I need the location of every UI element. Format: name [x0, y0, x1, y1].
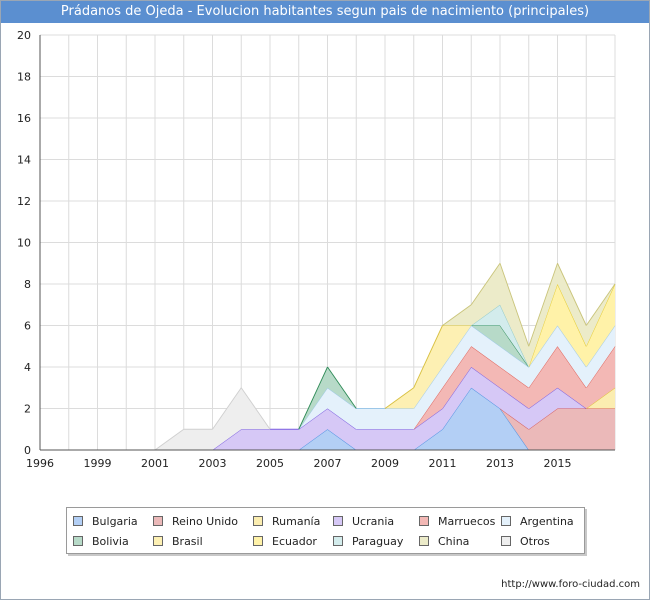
legend-label: Bulgaria	[92, 515, 138, 528]
legend-label: Marruecos	[438, 515, 496, 528]
x-tick-label: 2001	[141, 457, 169, 470]
edge-china	[470, 262, 501, 306]
x-tick-label: 2015	[544, 457, 572, 470]
legend-swatch	[73, 536, 83, 546]
edge-china	[499, 263, 530, 347]
y-tick-label: 0	[24, 444, 31, 457]
legend-label: Ecuador	[272, 535, 317, 548]
legend-item-rumanía: Rumanía	[253, 515, 320, 529]
edge-china	[557, 263, 587, 326]
edge-brasil	[413, 325, 443, 388]
x-tick-label: 1996	[26, 457, 54, 470]
area-reino-unido	[40, 387, 615, 450]
edge-china	[585, 283, 616, 326]
legend-label: China	[438, 535, 470, 548]
y-tick-label: 10	[17, 237, 31, 250]
legend-swatch	[419, 536, 429, 546]
edge-ecuador	[557, 283, 587, 347]
source-url: http://www.foro-ciudad.com	[501, 579, 640, 590]
edge-china	[442, 304, 472, 326]
legend-item-paraguay: Paraguay	[333, 535, 403, 549]
legend-item-bolivia: Bolivia	[73, 535, 129, 549]
y-tick-label: 16	[17, 112, 31, 125]
legend-label: Reino Unido	[172, 515, 238, 528]
legend-item-otros: Otros	[501, 535, 550, 549]
y-tick-label: 18	[17, 71, 31, 84]
legend-swatch	[153, 516, 163, 526]
area-bolivia	[40, 325, 615, 450]
legend-swatch	[153, 536, 163, 546]
legend-label: Bolivia	[92, 535, 129, 548]
legend-item-argentina: Argentina	[501, 515, 574, 529]
legend-label: Rumanía	[272, 515, 321, 528]
x-tick-label: 2009	[371, 457, 399, 470]
area-marruecos	[40, 346, 615, 450]
legend-label: Paraguay	[352, 535, 404, 548]
legend-label: Ucrania	[352, 515, 395, 528]
legend-item-bulgaria: Bulgaria	[73, 515, 138, 529]
edge-bolivia	[499, 325, 530, 368]
legend-label: Brasil	[172, 535, 203, 548]
legend-swatch	[333, 536, 343, 546]
legend-swatch	[419, 516, 429, 526]
legend-label: Argentina	[520, 515, 574, 528]
y-tick-label: 4	[24, 361, 31, 374]
x-tick-label: 2003	[199, 457, 227, 470]
y-tick-label: 20	[17, 29, 31, 42]
edge-otros	[240, 387, 271, 430]
area-argentina	[40, 325, 615, 450]
legend-label: Otros	[520, 535, 550, 548]
legend: Bulgaria Reino Unido Rumanía Ucrania Marruec…	[66, 507, 585, 554]
edge-brasil	[384, 387, 415, 409]
area-layer	[40, 262, 616, 451]
legend-swatch	[253, 536, 263, 546]
y-tick-label: 8	[24, 278, 31, 291]
x-tick-label: 2013	[486, 457, 514, 470]
legend-item-china: China	[419, 535, 469, 549]
legend-item-brasil: Brasil	[153, 535, 203, 549]
legend-item-marruecos: Marruecos	[419, 515, 495, 529]
legend-swatch	[333, 516, 343, 526]
edge-otros	[212, 387, 242, 430]
edge-otros	[154, 428, 185, 451]
chart-title: Prádanos de Ojeda - Evolucion habitantes…	[1, 1, 649, 23]
y-tick-label: 6	[24, 320, 31, 333]
edge-bolivia	[298, 366, 328, 430]
legend-item-reino-unido: Reino Unido	[153, 515, 238, 529]
y-tick-label: 14	[17, 154, 31, 167]
x-tick-label: 2011	[429, 457, 457, 470]
area-bulgaria	[40, 387, 615, 450]
legend-swatch	[253, 516, 263, 526]
legend-item-ecuador: Ecuador	[253, 535, 317, 549]
axis-layer: 0 2 4 6 8 10 12 14 16 18 20 1996 1999 2001 2003 2005 200…	[17, 29, 615, 470]
area-china	[40, 263, 615, 450]
legend-swatch	[501, 536, 511, 546]
legend-swatch	[501, 516, 511, 526]
legend-swatch	[73, 516, 83, 526]
y-tick-label: 2	[24, 403, 31, 416]
area-ecuador	[40, 284, 615, 450]
edge-bulgaria	[499, 408, 530, 451]
x-tick-label: 2005	[256, 457, 284, 470]
y-tick-label: 12	[17, 195, 31, 208]
edge-argentina	[557, 325, 587, 368]
edge-china	[528, 263, 558, 347]
x-tick-label: 2007	[314, 457, 342, 470]
legend-item-ucrania: Ucrania	[333, 515, 394, 529]
edge-bolivia	[327, 366, 357, 409]
x-tick-label: 1999	[84, 457, 112, 470]
